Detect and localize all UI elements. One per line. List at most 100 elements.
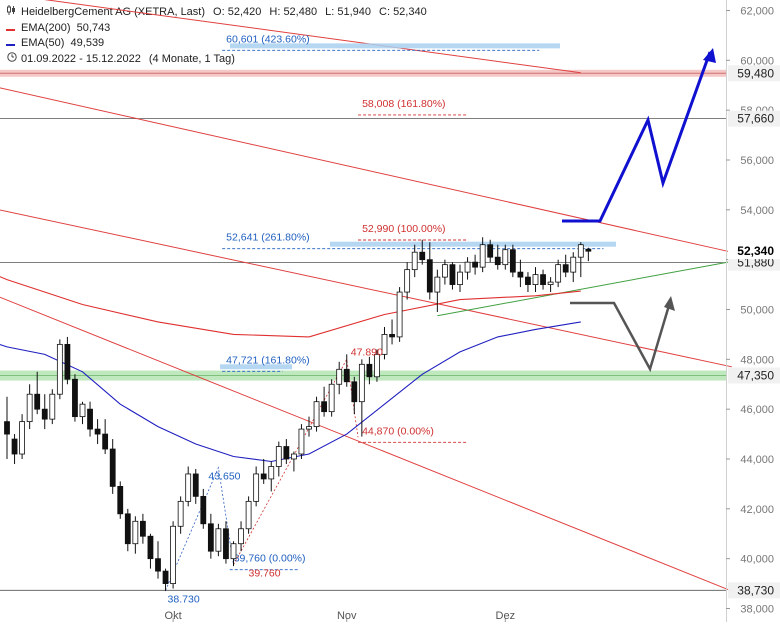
candle-body-down <box>494 256 501 266</box>
candle-body-up <box>328 383 335 413</box>
candle-body-down <box>87 408 93 430</box>
candle-body-up <box>404 269 411 293</box>
candle <box>411 244 418 278</box>
candle <box>34 371 41 415</box>
price-tag-bg <box>728 65 780 82</box>
candle-body-down <box>155 558 161 572</box>
x-tick-label: Nov <box>337 610 357 622</box>
candle-body-up <box>290 453 297 460</box>
candle <box>358 359 365 437</box>
candle <box>585 247 592 262</box>
candle-body-up <box>56 343 63 395</box>
trend-channel-line <box>0 209 732 368</box>
trend-channel-line <box>0 87 732 253</box>
candle-body-down <box>426 259 433 293</box>
candle <box>540 269 546 290</box>
fib-zone <box>220 364 292 370</box>
y-tick-label: 54,000 <box>740 205 774 217</box>
candle <box>79 401 86 425</box>
candle <box>26 384 33 430</box>
candle <box>366 356 373 385</box>
candle <box>509 244 516 278</box>
candle-body-down <box>4 421 10 435</box>
candle-body-down <box>34 393 41 410</box>
candle <box>532 267 539 293</box>
candle <box>306 416 312 437</box>
y-tick-label: 48,000 <box>740 354 774 366</box>
candle <box>4 396 10 459</box>
fib-level-label: 52,641 (261.80%) <box>226 232 309 244</box>
candle <box>290 451 297 472</box>
fib-level-label: 44,870 (0.00%) <box>362 425 434 437</box>
candle-body-down <box>540 274 546 285</box>
price-tag-bg <box>728 582 780 599</box>
ema200-line <box>0 276 581 338</box>
y-tick-label: 60,000 <box>740 55 774 67</box>
candle-body-down <box>109 448 116 487</box>
candle-body-up <box>298 428 305 455</box>
candle-body-down <box>343 368 350 383</box>
candle <box>215 523 222 557</box>
y-tick-label: 46,000 <box>740 404 774 416</box>
candle-body-up <box>275 446 282 467</box>
ema200-label: EMA(200) <box>21 21 71 34</box>
candle <box>374 349 380 382</box>
candle <box>207 513 214 559</box>
candle <box>502 244 509 270</box>
candle <box>238 521 244 552</box>
candle <box>245 496 252 534</box>
candle-body-up <box>79 403 86 418</box>
price-tag-bg <box>728 367 780 384</box>
candle-body-down <box>525 276 531 285</box>
candle-body-down <box>139 520 146 537</box>
candle-body-up <box>336 368 343 385</box>
candle-body-up <box>238 528 244 545</box>
candle <box>117 481 124 519</box>
y-tick-label: 50,000 <box>740 305 774 317</box>
candle-body-up <box>464 261 471 273</box>
candle <box>155 541 161 579</box>
y-tick-label: 42,000 <box>740 504 774 516</box>
fib-level-label: 39,760 (0.00%) <box>234 553 306 565</box>
candle <box>343 354 350 387</box>
candle-body-up <box>532 274 539 285</box>
y-tick-label: 56,000 <box>740 155 774 167</box>
candle <box>177 496 184 534</box>
candle-body-up <box>381 334 388 355</box>
candle <box>419 239 426 265</box>
candle <box>351 376 358 415</box>
candlestick-icon <box>6 5 17 21</box>
candle-body-up <box>441 264 448 278</box>
x-tick-label: Okt <box>165 610 182 622</box>
candle <box>547 277 554 293</box>
price-tag-label: 38,730 <box>737 583 774 597</box>
candle-body-up <box>268 466 275 480</box>
fib-level-label: 47,721 (161.80%) <box>226 354 309 366</box>
candle-body-up <box>49 393 56 420</box>
candle-body-down <box>517 271 524 278</box>
candle <box>396 287 403 342</box>
candle <box>381 326 388 360</box>
pivot-label: 47.890 <box>351 346 383 358</box>
fib-zone <box>230 43 560 49</box>
low-value: 51,940 <box>337 6 371 18</box>
y-tick-label: 40,000 <box>740 554 774 566</box>
candle-body-up <box>577 244 584 258</box>
candle <box>283 439 290 464</box>
current-price-label: 52,340 <box>737 244 774 258</box>
candle-body-down <box>283 446 290 460</box>
open-label: O: <box>213 6 225 18</box>
candle <box>41 394 48 430</box>
candle <box>336 361 343 395</box>
clock-icon <box>6 51 17 68</box>
candle <box>494 244 501 270</box>
period: (4 Monate, 1 Tag) <box>148 52 235 65</box>
candle-body-down <box>162 570 169 584</box>
pivot-label: 38.730 <box>168 593 200 605</box>
candle-body-down <box>147 535 154 560</box>
candle-body-down <box>509 249 516 273</box>
candle <box>389 319 395 345</box>
candle <box>230 541 237 567</box>
candle <box>223 521 229 564</box>
fib-level-label: 60,601 (423.60%) <box>226 33 309 45</box>
